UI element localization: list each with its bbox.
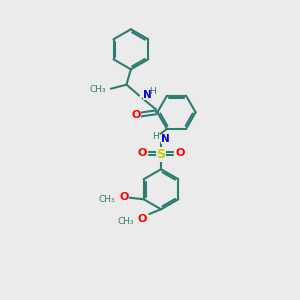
Text: CH₃: CH₃	[89, 85, 106, 94]
Text: O: O	[138, 214, 147, 224]
Text: H: H	[149, 87, 156, 96]
Text: O: O	[119, 192, 129, 202]
Text: N: N	[161, 134, 170, 144]
Text: CH₃: CH₃	[117, 217, 134, 226]
Text: S: S	[157, 148, 166, 161]
Text: N: N	[142, 90, 152, 100]
Text: O: O	[175, 148, 184, 158]
Text: H: H	[152, 132, 158, 141]
Text: CH₃: CH₃	[98, 195, 115, 204]
Text: O: O	[137, 148, 147, 158]
Text: O: O	[131, 110, 141, 120]
